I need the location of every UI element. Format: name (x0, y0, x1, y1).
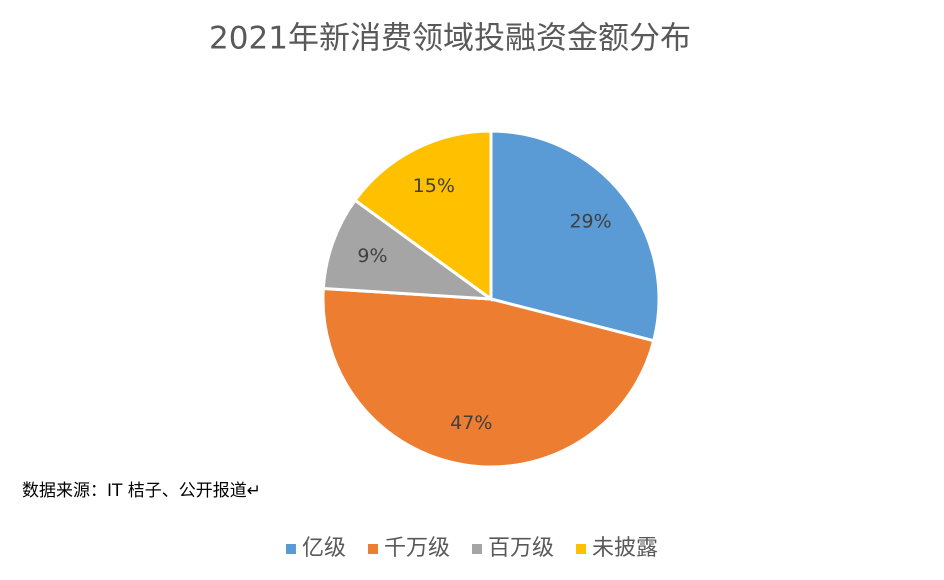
data-label: 15% (413, 175, 455, 197)
pie-slice (321, 198, 497, 301)
data-label: 29% (569, 210, 611, 232)
source-note: 数据来源：IT 桔子、公开报道↵ (22, 481, 261, 501)
legend-label: 亿级 (302, 536, 346, 561)
legend-label: 百万级 (488, 536, 554, 561)
legend-label: 千万级 (384, 536, 450, 561)
legend-label: 未披露 (592, 536, 658, 561)
data-label: 9% (357, 245, 387, 267)
pie-slice (352, 129, 493, 302)
pie-slice (489, 129, 661, 343)
legend-swatch (367, 544, 378, 554)
data-label: 47% (450, 412, 492, 434)
pie-slice (321, 286, 656, 469)
chart-title: 2021年新消费领域投融资金额分布 (209, 21, 691, 57)
legend-swatch (285, 544, 296, 554)
legend-swatch (472, 544, 482, 554)
legend-swatch (576, 544, 587, 554)
